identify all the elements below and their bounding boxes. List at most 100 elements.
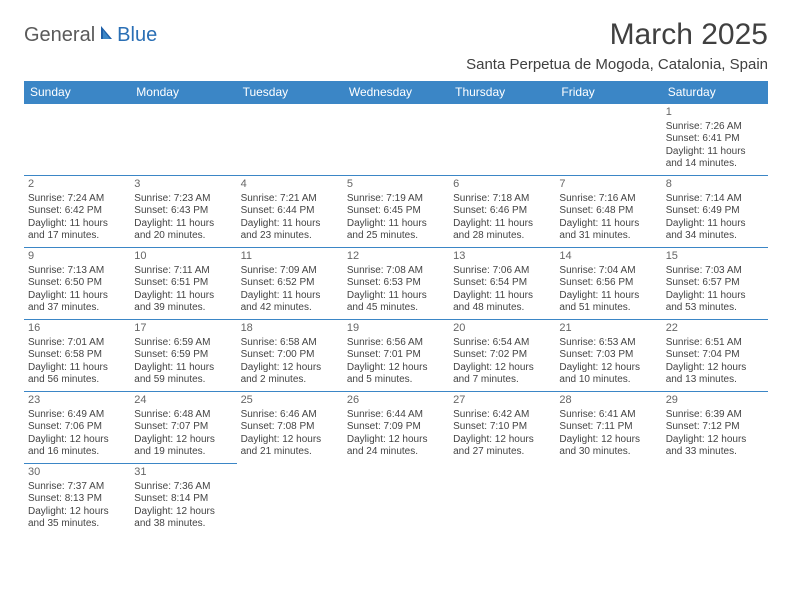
sunset-text: Sunset: 6:41 PM [666, 133, 764, 146]
calendar-day-cell: 8Sunrise: 7:14 AMSunset: 6:49 PMDaylight… [662, 176, 768, 248]
weekday-header: Friday [555, 81, 661, 104]
sunrise-text: Sunrise: 6:56 AM [347, 337, 445, 350]
calendar-day-cell: 23Sunrise: 6:49 AMSunset: 7:06 PMDayligh… [24, 392, 130, 464]
daylight-text: Daylight: 12 hours [134, 506, 232, 519]
sunset-text: Sunset: 7:07 PM [134, 421, 232, 434]
day-number: 23 [28, 394, 126, 408]
daylight-text: Daylight: 12 hours [666, 362, 764, 375]
sunrise-text: Sunrise: 7:08 AM [347, 265, 445, 278]
day-number: 6 [453, 178, 551, 192]
sunset-text: Sunset: 6:57 PM [666, 277, 764, 290]
weekday-header: Saturday [662, 81, 768, 104]
sunset-text: Sunset: 7:01 PM [347, 349, 445, 362]
calendar-week-row: 1Sunrise: 7:26 AMSunset: 6:41 PMDaylight… [24, 104, 768, 176]
calendar-day-cell: 26Sunrise: 6:44 AMSunset: 7:09 PMDayligh… [343, 392, 449, 464]
daylight-text: and 31 minutes. [559, 230, 657, 243]
sunrise-text: Sunrise: 6:54 AM [453, 337, 551, 350]
calendar-day-cell: 5Sunrise: 7:19 AMSunset: 6:45 PMDaylight… [343, 176, 449, 248]
daylight-text: Daylight: 11 hours [453, 290, 551, 303]
weekday-header-row: Sunday Monday Tuesday Wednesday Thursday… [24, 81, 768, 104]
logo-sail-icon [99, 24, 117, 47]
title-block: March 2025 Santa Perpetua de Mogoda, Cat… [466, 18, 768, 73]
calendar-day-cell [343, 104, 449, 176]
day-number: 19 [347, 322, 445, 336]
day-number: 12 [347, 250, 445, 264]
sunset-text: Sunset: 7:11 PM [559, 421, 657, 434]
sunset-text: Sunset: 6:42 PM [28, 205, 126, 218]
sunset-text: Sunset: 6:59 PM [134, 349, 232, 362]
daylight-text: Daylight: 11 hours [666, 146, 764, 159]
sunrise-text: Sunrise: 7:16 AM [559, 193, 657, 206]
calendar-day-cell: 11Sunrise: 7:09 AMSunset: 6:52 PMDayligh… [237, 248, 343, 320]
daylight-text: and 20 minutes. [134, 230, 232, 243]
daylight-text: and 28 minutes. [453, 230, 551, 243]
daylight-text: Daylight: 12 hours [559, 362, 657, 375]
day-number: 1 [666, 106, 764, 120]
sunset-text: Sunset: 7:03 PM [559, 349, 657, 362]
daylight-text: and 33 minutes. [666, 446, 764, 459]
daylight-text: and 45 minutes. [347, 302, 445, 315]
calendar-table: Sunday Monday Tuesday Wednesday Thursday… [24, 81, 768, 536]
calendar-body: 1Sunrise: 7:26 AMSunset: 6:41 PMDaylight… [24, 104, 768, 536]
calendar-day-cell: 1Sunrise: 7:26 AMSunset: 6:41 PMDaylight… [662, 104, 768, 176]
weekday-header: Tuesday [237, 81, 343, 104]
daylight-text: and 30 minutes. [559, 446, 657, 459]
sunrise-text: Sunrise: 7:36 AM [134, 481, 232, 494]
sunrise-text: Sunrise: 7:18 AM [453, 193, 551, 206]
calendar-day-cell [449, 104, 555, 176]
daylight-text: and 14 minutes. [666, 158, 764, 171]
calendar-day-cell: 22Sunrise: 6:51 AMSunset: 7:04 PMDayligh… [662, 320, 768, 392]
sunrise-text: Sunrise: 7:14 AM [666, 193, 764, 206]
sunset-text: Sunset: 7:12 PM [666, 421, 764, 434]
sunrise-text: Sunrise: 7:11 AM [134, 265, 232, 278]
sunset-text: Sunset: 6:44 PM [241, 205, 339, 218]
sunrise-text: Sunrise: 7:21 AM [241, 193, 339, 206]
daylight-text: and 19 minutes. [134, 446, 232, 459]
sunrise-text: Sunrise: 7:23 AM [134, 193, 232, 206]
sunset-text: Sunset: 6:52 PM [241, 277, 339, 290]
daylight-text: Daylight: 12 hours [666, 434, 764, 447]
calendar-day-cell: 30Sunrise: 7:37 AMSunset: 8:13 PMDayligh… [24, 464, 130, 536]
calendar-day-cell [130, 104, 236, 176]
daylight-text: Daylight: 11 hours [347, 218, 445, 231]
calendar-week-row: 2Sunrise: 7:24 AMSunset: 6:42 PMDaylight… [24, 176, 768, 248]
sunset-text: Sunset: 6:50 PM [28, 277, 126, 290]
daylight-text: and 59 minutes. [134, 374, 232, 387]
calendar-day-cell: 16Sunrise: 7:01 AMSunset: 6:58 PMDayligh… [24, 320, 130, 392]
calendar-day-cell: 14Sunrise: 7:04 AMSunset: 6:56 PMDayligh… [555, 248, 661, 320]
day-number: 7 [559, 178, 657, 192]
sunrise-text: Sunrise: 7:19 AM [347, 193, 445, 206]
daylight-text: Daylight: 11 hours [241, 290, 339, 303]
sunset-text: Sunset: 6:58 PM [28, 349, 126, 362]
daylight-text: and 38 minutes. [134, 518, 232, 531]
day-number: 20 [453, 322, 551, 336]
month-title: March 2025 [466, 18, 768, 52]
sunset-text: Sunset: 6:45 PM [347, 205, 445, 218]
daylight-text: and 35 minutes. [28, 518, 126, 531]
calendar-day-cell: 17Sunrise: 6:59 AMSunset: 6:59 PMDayligh… [130, 320, 236, 392]
weekday-header: Monday [130, 81, 236, 104]
sunrise-text: Sunrise: 6:46 AM [241, 409, 339, 422]
calendar-day-cell: 13Sunrise: 7:06 AMSunset: 6:54 PMDayligh… [449, 248, 555, 320]
sunrise-text: Sunrise: 6:39 AM [666, 409, 764, 422]
calendar-day-cell: 4Sunrise: 7:21 AMSunset: 6:44 PMDaylight… [237, 176, 343, 248]
sunrise-text: Sunrise: 6:51 AM [666, 337, 764, 350]
day-number: 15 [666, 250, 764, 264]
calendar-day-cell: 9Sunrise: 7:13 AMSunset: 6:50 PMDaylight… [24, 248, 130, 320]
day-number: 13 [453, 250, 551, 264]
daylight-text: and 56 minutes. [28, 374, 126, 387]
daylight-text: Daylight: 12 hours [241, 434, 339, 447]
day-number: 10 [134, 250, 232, 264]
day-number: 8 [666, 178, 764, 192]
day-number: 11 [241, 250, 339, 264]
daylight-text: and 13 minutes. [666, 374, 764, 387]
calendar-day-cell [237, 464, 343, 536]
calendar-day-cell: 2Sunrise: 7:24 AMSunset: 6:42 PMDaylight… [24, 176, 130, 248]
sunrise-text: Sunrise: 7:04 AM [559, 265, 657, 278]
daylight-text: Daylight: 12 hours [28, 506, 126, 519]
sunset-text: Sunset: 6:46 PM [453, 205, 551, 218]
sunrise-text: Sunrise: 6:59 AM [134, 337, 232, 350]
day-number: 14 [559, 250, 657, 264]
sunset-text: Sunset: 6:53 PM [347, 277, 445, 290]
calendar-day-cell: 19Sunrise: 6:56 AMSunset: 7:01 PMDayligh… [343, 320, 449, 392]
